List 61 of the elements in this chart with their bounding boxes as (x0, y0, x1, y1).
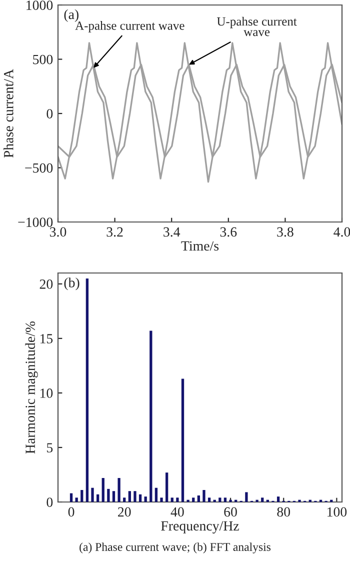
y-tick-label: 20 (40, 279, 53, 289)
bar (218, 498, 222, 502)
y-tick-label: 0 (46, 109, 53, 118)
bar (150, 330, 152, 502)
x-tick-label: 4.0 (334, 227, 350, 237)
x-tick-label: 3.4 (164, 227, 180, 237)
bar (181, 378, 184, 502)
y-tick-label: 500 (33, 54, 53, 64)
x-axis-title: Time/s (181, 241, 219, 251)
bar (245, 492, 248, 502)
y-tick-label: 15 (40, 334, 53, 344)
x-tick-label: 40 (170, 507, 184, 517)
bar (144, 496, 147, 502)
text: (a) Phase current wave; (b) FFT analysis (80, 542, 271, 554)
bar (70, 493, 73, 502)
bar (197, 495, 200, 502)
annotation: (b) (64, 278, 80, 290)
x-tick-label: 3.6 (220, 227, 237, 237)
annotation: U-pahse current wave (216, 16, 297, 36)
x-axis-title: Frequency/Hz (161, 521, 239, 534)
bar (80, 490, 84, 502)
y-axis-title: Phase current/A (4, 69, 14, 158)
x-tick-label: 3.8 (277, 227, 294, 237)
bar (192, 498, 195, 502)
bar (208, 498, 211, 502)
bar (96, 494, 100, 502)
y-tick-label: −500 (25, 163, 53, 173)
bar (261, 498, 264, 502)
bar (128, 491, 131, 502)
bar (107, 488, 110, 502)
x-tick-label: 60 (224, 507, 237, 517)
bar (160, 498, 163, 502)
bar (112, 491, 116, 502)
bar (75, 498, 78, 502)
x-tick-label: 3.0 (50, 227, 66, 237)
bar (91, 488, 94, 502)
y-axis-title: Harmonic magnitude/% (25, 321, 38, 454)
y-tick-label: 0 (46, 498, 53, 507)
bar (138, 494, 142, 502)
bar (202, 490, 206, 502)
x-tick-label: 80 (277, 507, 290, 517)
bar (276, 496, 280, 502)
y-tick-label: 1000 (26, 0, 53, 10)
y-tick-label: 10 (40, 388, 53, 398)
bar (102, 478, 104, 502)
bar (154, 488, 158, 502)
annotation: A-pahse current wave (75, 21, 184, 32)
y-tick-label: 5 (47, 443, 53, 452)
line-series (58, 42, 342, 183)
bar (165, 472, 168, 502)
annotation: (a) (64, 9, 78, 22)
bar (134, 491, 136, 502)
bar (86, 278, 89, 502)
bar (224, 498, 227, 502)
x-tick-label: 0 (68, 507, 74, 517)
x-tick-label: 20 (118, 507, 131, 517)
y-tick-label: −1000 (18, 218, 53, 227)
x-tick-label: 3.2 (106, 227, 123, 237)
x-tick-label: 100 (327, 507, 347, 517)
bar (170, 498, 174, 502)
bar (118, 478, 120, 502)
